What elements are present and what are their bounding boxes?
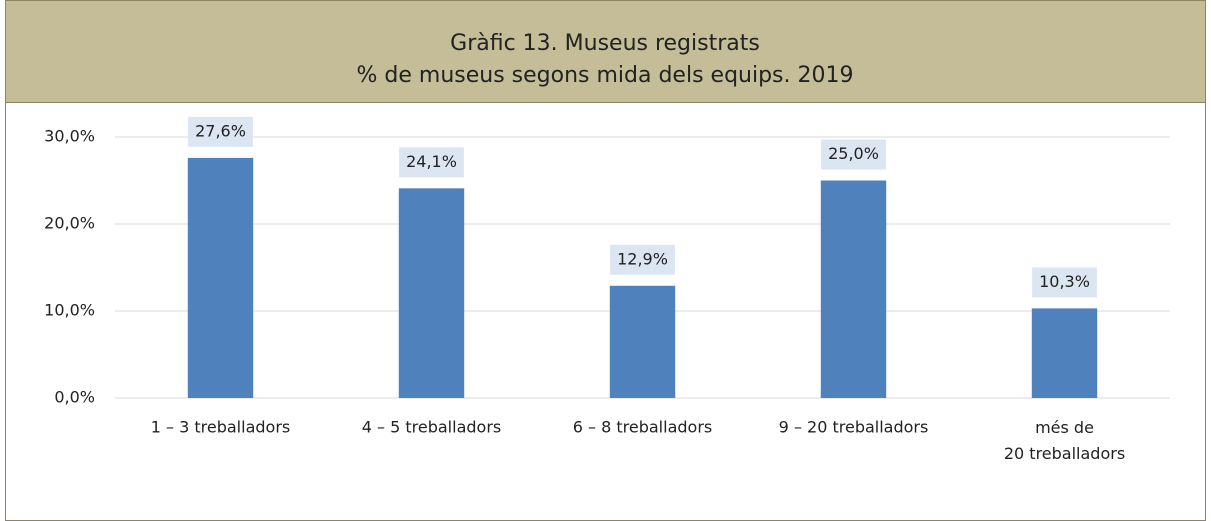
data-label-box — [821, 139, 886, 170]
data-label-box — [610, 244, 675, 275]
title-band — [5, 0, 1206, 103]
bar — [187, 157, 254, 398]
data-label: 10,3% — [1039, 272, 1090, 291]
chart-title: Gràfic 13. Museus registrats — [450, 31, 760, 56]
data-label-box — [399, 147, 464, 178]
data-label: 25,0% — [828, 144, 879, 163]
y-tick-label: 20,0% — [44, 214, 95, 233]
data-label: 27,6% — [195, 121, 246, 140]
x-tick-label: 4 – 5 treballadors — [362, 418, 501, 437]
data-label: 24,1% — [406, 152, 457, 171]
bar — [398, 188, 465, 398]
bar — [820, 180, 887, 398]
y-tick-label: 10,0% — [44, 301, 95, 320]
x-tick-label: 6 – 8 treballadors — [573, 418, 712, 437]
x-tick-label: 1 – 3 treballadors — [151, 418, 290, 437]
x-tick-label: més de 20 treballadors — [1004, 418, 1125, 463]
bar — [1031, 308, 1098, 398]
chart-subtitle: % de museus segons mida dels equips. 201… — [357, 63, 854, 88]
data-label-box — [188, 116, 253, 147]
y-tick-label: 30,0% — [44, 127, 95, 146]
x-tick-label: 9 – 20 treballadors — [779, 418, 929, 437]
bar — [609, 285, 676, 398]
data-label: 12,9% — [617, 249, 668, 268]
y-tick-label: 0,0% — [54, 388, 95, 407]
data-label-box — [1032, 267, 1097, 298]
